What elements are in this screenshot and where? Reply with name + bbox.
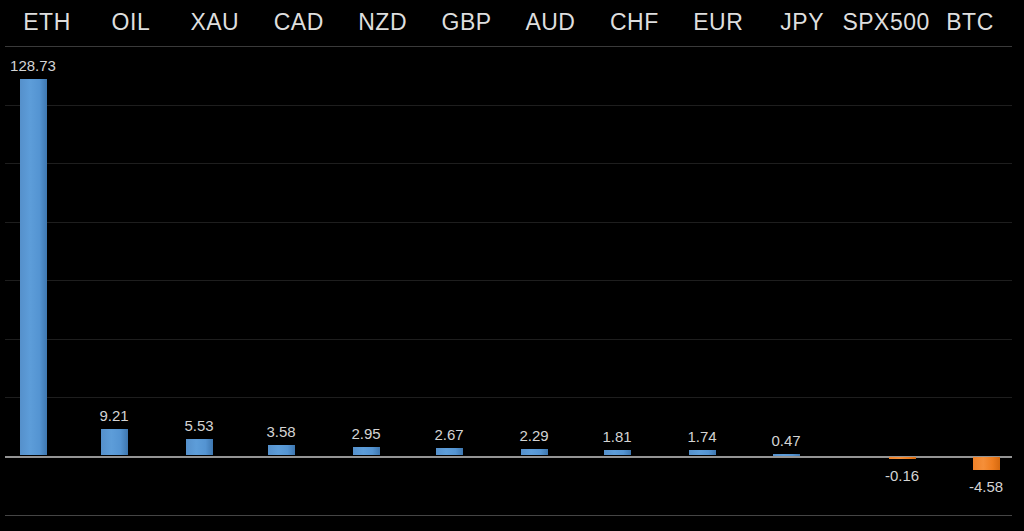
gridline — [5, 163, 1012, 164]
bar-jpy — [773, 454, 800, 456]
gridline — [5, 397, 1012, 398]
bar-gbp — [436, 448, 463, 456]
bar-aud — [521, 449, 548, 456]
gridline — [5, 105, 1012, 106]
column-header-btc: BTC — [920, 9, 1020, 36]
bar-btc — [973, 457, 1000, 470]
bar-cad — [268, 445, 295, 455]
gridline — [5, 280, 1012, 281]
value-label-jpy: 0.47 — [741, 432, 831, 449]
value-label-nzd: 2.95 — [321, 425, 411, 442]
bar-spx500 — [889, 457, 916, 459]
gridline — [5, 222, 1012, 223]
header-separator-line — [5, 46, 1012, 47]
value-label-btc: -4.58 — [941, 478, 1024, 495]
value-label-chf: 1.81 — [572, 428, 662, 445]
value-label-spx500: -0.16 — [857, 467, 947, 484]
bar-chart-panel: ETH128.73OIL9.21XAU5.53CAD3.58NZD2.95GBP… — [0, 0, 1024, 531]
bar-eth — [20, 79, 47, 456]
bar-chf — [604, 450, 631, 455]
value-label-oil: 9.21 — [69, 407, 159, 424]
value-label-aud: 2.29 — [489, 427, 579, 444]
value-label-xau: 5.53 — [154, 417, 244, 434]
value-label-eur: 1.74 — [657, 428, 747, 445]
bar-oil — [101, 429, 128, 456]
value-label-cad: 3.58 — [236, 423, 326, 440]
bar-nzd — [353, 447, 380, 456]
value-label-gbp: 2.67 — [404, 426, 494, 443]
bar-eur — [689, 450, 716, 455]
bottom-border-line — [5, 515, 1012, 516]
zero-axis-line — [5, 456, 1012, 458]
gridline — [5, 339, 1012, 340]
value-label-eth: 128.73 — [0, 57, 78, 74]
bar-xau — [186, 439, 213, 455]
